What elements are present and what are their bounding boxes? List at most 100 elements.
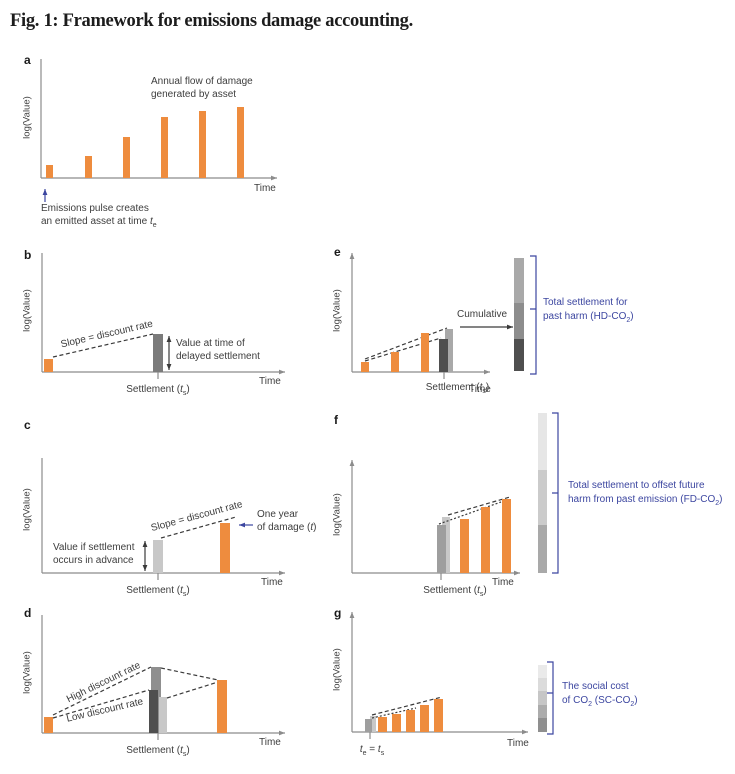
arrowhead <box>166 364 172 370</box>
total-bracket <box>552 412 559 574</box>
arrowhead <box>522 729 528 735</box>
bar-2 <box>85 156 92 178</box>
arrowhead <box>507 324 513 330</box>
panel-d-ylabel: log(Value) <box>21 651 33 694</box>
settlement-text: Settlement ( <box>423 585 478 596</box>
stack-bottom <box>538 525 547 573</box>
panel-f-label: f <box>334 413 338 427</box>
panel-b-label: b <box>24 248 32 262</box>
settlement-text: Settlement ( <box>126 745 181 756</box>
co2-sub: 2 <box>715 499 720 507</box>
year-var: t <box>310 521 314 533</box>
bar-3 <box>502 499 511 573</box>
bar-5 <box>199 111 206 178</box>
total-close: ) <box>630 310 634 322</box>
stack-2 <box>538 678 547 691</box>
settlement-close: ) <box>186 745 190 756</box>
settlement-text: Settlement ( <box>425 382 480 393</box>
panel-d-xlabel: Time <box>259 737 281 748</box>
bar-3 <box>421 333 429 372</box>
settlement-bar <box>437 525 446 573</box>
stack-3 <box>538 691 547 705</box>
discount-line-1 <box>447 496 511 516</box>
co2-sub: 2 <box>626 316 631 324</box>
panel-b-xlabel: Time <box>259 376 281 387</box>
pulse-time-var: t <box>149 215 153 227</box>
panel-a: a log(Value) Annual flow of damage gener… <box>20 53 300 229</box>
panel-b: b log(Value) Slope = discount rate Value… <box>20 245 310 400</box>
future-line-2 <box>166 681 219 699</box>
pulse-note-line2: an emitted asset at time te <box>41 216 157 233</box>
panel-e-ylabel: log(Value) <box>331 289 343 332</box>
settlement-sub: s <box>182 751 187 758</box>
settlement-close: ) <box>483 585 487 596</box>
tick-sub-e: e <box>362 750 367 757</box>
value-note-line1: Value at time of <box>176 338 245 349</box>
panel-f-total-label: Total settlement to offset future harm f… <box>568 479 723 510</box>
settlement-text: Settlement ( <box>126 384 181 395</box>
panel-g-label: g <box>334 606 342 620</box>
advance-value-bar <box>159 697 167 733</box>
panel-e: e log(Value) Cumulative Total settlement… <box>330 245 735 400</box>
bar-2 <box>392 714 401 732</box>
settlement-bar <box>153 334 163 372</box>
bar-3 <box>406 710 415 732</box>
future-damage-bar <box>217 680 227 733</box>
panel-c-ylabel: log(Value) <box>21 488 33 531</box>
panel-f-ylabel: log(Value) <box>331 493 343 536</box>
panel-e-cumulative-label: Cumulative <box>457 309 508 320</box>
panel-c: c log(Value) Slope = discount rate Value… <box>20 415 317 602</box>
bar-4 <box>420 705 429 732</box>
settlement-var: t <box>477 585 480 596</box>
panel-g-xlabel: Time <box>507 738 529 749</box>
total-line2: harm from past emission (FD-CO2) <box>568 493 723 511</box>
arrowhead <box>42 189 48 195</box>
emission-bar <box>44 717 53 733</box>
total-text: past harm (HD-CO <box>543 310 627 322</box>
discount-line-2 <box>371 707 417 719</box>
panel-a-ylabel: log(Value) <box>21 96 33 139</box>
discount-line-2 <box>364 337 442 362</box>
pulse-time-sub: e <box>152 221 157 229</box>
bar-1 <box>46 165 53 178</box>
discount-rate-line <box>52 333 154 358</box>
panel-f-xlabel: Time <box>492 577 514 588</box>
stack-top <box>538 413 547 470</box>
panel-b-value-note: Value at time of delayed settlement <box>176 338 260 363</box>
panel-c-year-note: One year of damage (t) <box>257 509 317 534</box>
future-line-1 <box>160 667 219 681</box>
arrowhead <box>142 565 148 571</box>
year-note-line1: One year <box>257 509 299 520</box>
tick-var-s: t <box>377 744 381 755</box>
advance-value-bar <box>153 540 163 573</box>
total-line2: of CO2 (SC-CO2) <box>562 694 638 712</box>
panel-f-settlement-label: Settlement (ts) <box>405 585 505 602</box>
panel-g-total-label: The social cost of CO2 (SC-CO2) <box>562 680 638 711</box>
co2-sub-a: 2 <box>588 700 593 708</box>
total-bracket <box>530 255 537 375</box>
annotation-line1: Annual flow of damage <box>151 76 253 87</box>
stack-mid <box>538 470 547 525</box>
arrowhead <box>279 369 285 375</box>
total-line1: The social cost <box>562 681 629 692</box>
value-note-line2: delayed settlement <box>176 350 260 362</box>
settlement-bar <box>365 719 372 732</box>
year-close: ) <box>313 521 317 533</box>
panel-g-ylabel: log(Value) <box>331 648 343 691</box>
tick-equals: = <box>366 744 378 755</box>
panel-b-plot <box>41 253 285 379</box>
panel-a-annotation: Annual flow of damage generated by asset <box>151 76 253 101</box>
high-discount-line <box>52 666 152 716</box>
tick-var-e: t <box>359 744 363 755</box>
total-bracket <box>547 661 554 735</box>
figure-title: Fig. 1: Framework for emissions damage a… <box>10 11 413 31</box>
panel-b-settlement-label: Settlement (ts) <box>108 384 208 401</box>
panel-f: f log(Value) Total settlement to offset … <box>330 405 735 600</box>
panel-c-label: c <box>24 418 31 432</box>
stack-bottom <box>514 339 524 371</box>
arrowhead <box>279 570 285 576</box>
panel-c-settlement-label: Settlement (ts) <box>108 585 208 602</box>
arrowhead <box>514 570 520 576</box>
settlement-var: t <box>180 585 183 596</box>
panel-g: g log(Value) The social cost of CO2 (SC-… <box>330 600 735 774</box>
